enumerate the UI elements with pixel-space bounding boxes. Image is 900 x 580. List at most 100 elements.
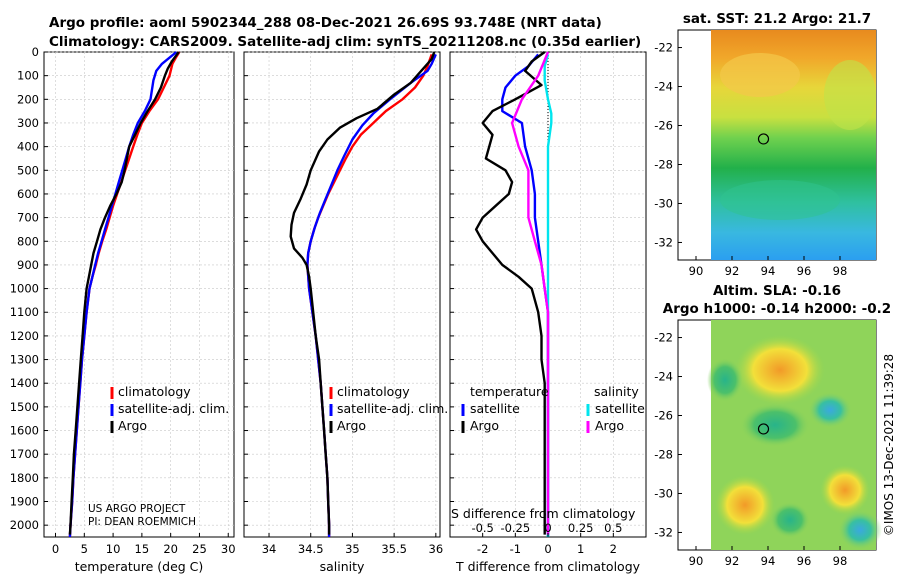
- salinity-axes-box: [243, 51, 441, 538]
- salinity-panel: 34 34.5 35 35.5 36 salinity climatology sate…: [243, 51, 448, 574]
- temperature-x-label: temperature (deg C): [75, 559, 204, 574]
- sla-low-patch: [740, 403, 810, 447]
- sla-map-panel: Altim. SLA: -0.16 Argo h1000: -0.14 h200…: [654, 283, 891, 568]
- sla-low-patch-4: [707, 358, 743, 402]
- legend-label-climatology: climatology: [337, 384, 410, 399]
- y-tick-label: 1100: [10, 305, 39, 319]
- project-line1: US ARGO PROJECT: [88, 503, 186, 515]
- x-tick-label: 10: [106, 542, 121, 556]
- sla-map-title-line1: Altim. SLA: -0.16: [713, 283, 841, 299]
- y-tick-label: 1000: [10, 282, 39, 296]
- top-x-tick-label: -0.5: [471, 521, 493, 535]
- map-y-tick-label: -28: [654, 447, 673, 461]
- map-x-tick-label: 96: [797, 554, 812, 568]
- y-tick-label: 600: [17, 187, 39, 201]
- top-x-tick-label: -0.25: [500, 521, 530, 535]
- legend-title-salinity: salinity: [594, 384, 639, 399]
- sst-heatmap: [711, 30, 876, 260]
- x-tick-label: 1: [577, 542, 584, 556]
- y-tick-label: 500: [17, 163, 39, 177]
- map-y-tick-label: -26: [654, 409, 673, 423]
- argo-position-marker: [757, 133, 770, 145]
- y-tick-label: 1400: [10, 376, 39, 390]
- sla-high-patch-3: [820, 465, 870, 515]
- y-tick-label: 2000: [10, 518, 39, 532]
- map-x-tick-label: 90: [689, 264, 704, 278]
- y-tick-label: 800: [17, 234, 39, 248]
- x-tick-label: 20: [163, 542, 178, 556]
- x-tick-label: 35.5: [381, 542, 407, 556]
- map-y-tick-label: -22: [654, 41, 673, 55]
- map-x-tick-label: 94: [761, 264, 776, 278]
- series-line-salinity-argo: [510, 51, 550, 535]
- y-tick-label: 100: [17, 69, 39, 83]
- y-tick-label: 1600: [10, 424, 39, 438]
- legend-label-sal-argo: Argo: [595, 418, 624, 433]
- x-tick-label: -1: [510, 542, 521, 556]
- top-x-tick-label: 0.5: [604, 521, 622, 535]
- map-x-tick-label: 98: [833, 264, 848, 278]
- sla-heatmap: [707, 320, 882, 550]
- sst-mild-patch: [824, 60, 876, 130]
- map-x-tick-label: 92: [725, 554, 740, 568]
- temperature-panel: 0 100 200 300 400 500 600 700 800 900 1000 1100 1200…: [10, 45, 236, 574]
- map-y-tick-label: -28: [654, 157, 673, 171]
- difference-panel: -2 -1 0 1 2 -0.5 -0.25 0 0.25 0.5 S difference f…: [449, 51, 647, 574]
- y-tick-label: 400: [17, 140, 39, 154]
- series-line-argo: [289, 51, 436, 535]
- difference-x-label: T difference from climatology: [455, 559, 641, 574]
- x-tick-label: 35: [345, 542, 360, 556]
- x-tick-label: 25: [192, 542, 207, 556]
- legend-label-climatology: climatology: [118, 384, 191, 399]
- sst-warm-patch: [720, 53, 800, 97]
- legend-label-temp-satellite: satellite: [470, 401, 520, 416]
- map-y-tick-label: -22: [654, 331, 673, 345]
- difference-top-x-label: S difference from climatology: [451, 506, 636, 521]
- x-tick-label: 30: [221, 542, 236, 556]
- y-tick-label: 1800: [10, 471, 39, 485]
- y-tick-label: 700: [17, 211, 39, 225]
- legend-label-argo: Argo: [118, 418, 147, 433]
- sla-low-patch-5: [770, 502, 810, 538]
- y-tick-label: 1900: [10, 495, 39, 509]
- argo-position-marker: [757, 423, 770, 435]
- difference-legend: temperature salinity satellite Argo sate…: [461, 384, 645, 433]
- sst-map-title: sat. SST: 21.2 Argo: 21.7: [683, 11, 871, 27]
- x-tick-label: 15: [135, 542, 150, 556]
- y-tick-label: 300: [17, 116, 39, 130]
- map-y-tick-label: -24: [654, 80, 673, 94]
- top-x-tick-label: 0.25: [568, 521, 594, 535]
- project-line2: PI: DEAN ROEMMICH: [88, 516, 196, 528]
- map-y-tick-label: -32: [654, 525, 673, 539]
- series-line-argo: [68, 51, 180, 535]
- figure-title-line1: Argo profile: aoml 5902344_288 08-Dec-20…: [49, 15, 602, 31]
- map-y-tick-label: -24: [654, 370, 673, 384]
- series-line-temperature-argo: [474, 51, 546, 535]
- y-tick-label: 1300: [10, 353, 39, 367]
- map-x-tick-label: 98: [833, 554, 848, 568]
- figure-title-line2: Climatology: CARS2009. Satellite-adj cli…: [49, 34, 641, 50]
- sla-high-patch: [735, 335, 825, 405]
- y-tick-label: 0: [32, 45, 39, 59]
- legend-label-argo: Argo: [337, 418, 366, 433]
- sla-low-patch-2: [808, 392, 852, 428]
- x-tick-label: 5: [81, 542, 88, 556]
- x-tick-label: -2: [477, 542, 488, 556]
- y-tick-label: 1200: [10, 329, 39, 343]
- sst-cool-patch: [720, 180, 840, 220]
- legend-label-satellite: satellite-adj. clim.: [337, 401, 448, 416]
- map-x-tick-label: 96: [797, 264, 812, 278]
- x-tick-label: 0: [544, 542, 551, 556]
- salinity-legend: climatology satellite-adj. clim. Argo: [329, 384, 448, 433]
- x-tick-label: 34: [262, 542, 277, 556]
- map-x-tick-label: 94: [761, 554, 776, 568]
- y-tick-label: 900: [17, 258, 39, 272]
- map-y-tick-label: -26: [654, 119, 673, 133]
- legend-label-satellite: satellite-adj. clim.: [118, 401, 229, 416]
- legend-label-sal-satellite: satellite: [595, 401, 645, 416]
- y-tick-label: 200: [17, 92, 39, 106]
- sla-map-title-line2: Argo h1000: -0.14 h2000: -0.2: [663, 301, 891, 317]
- map-y-tick-label: -30: [654, 486, 673, 500]
- legend-label-temp-argo: Argo: [470, 418, 499, 433]
